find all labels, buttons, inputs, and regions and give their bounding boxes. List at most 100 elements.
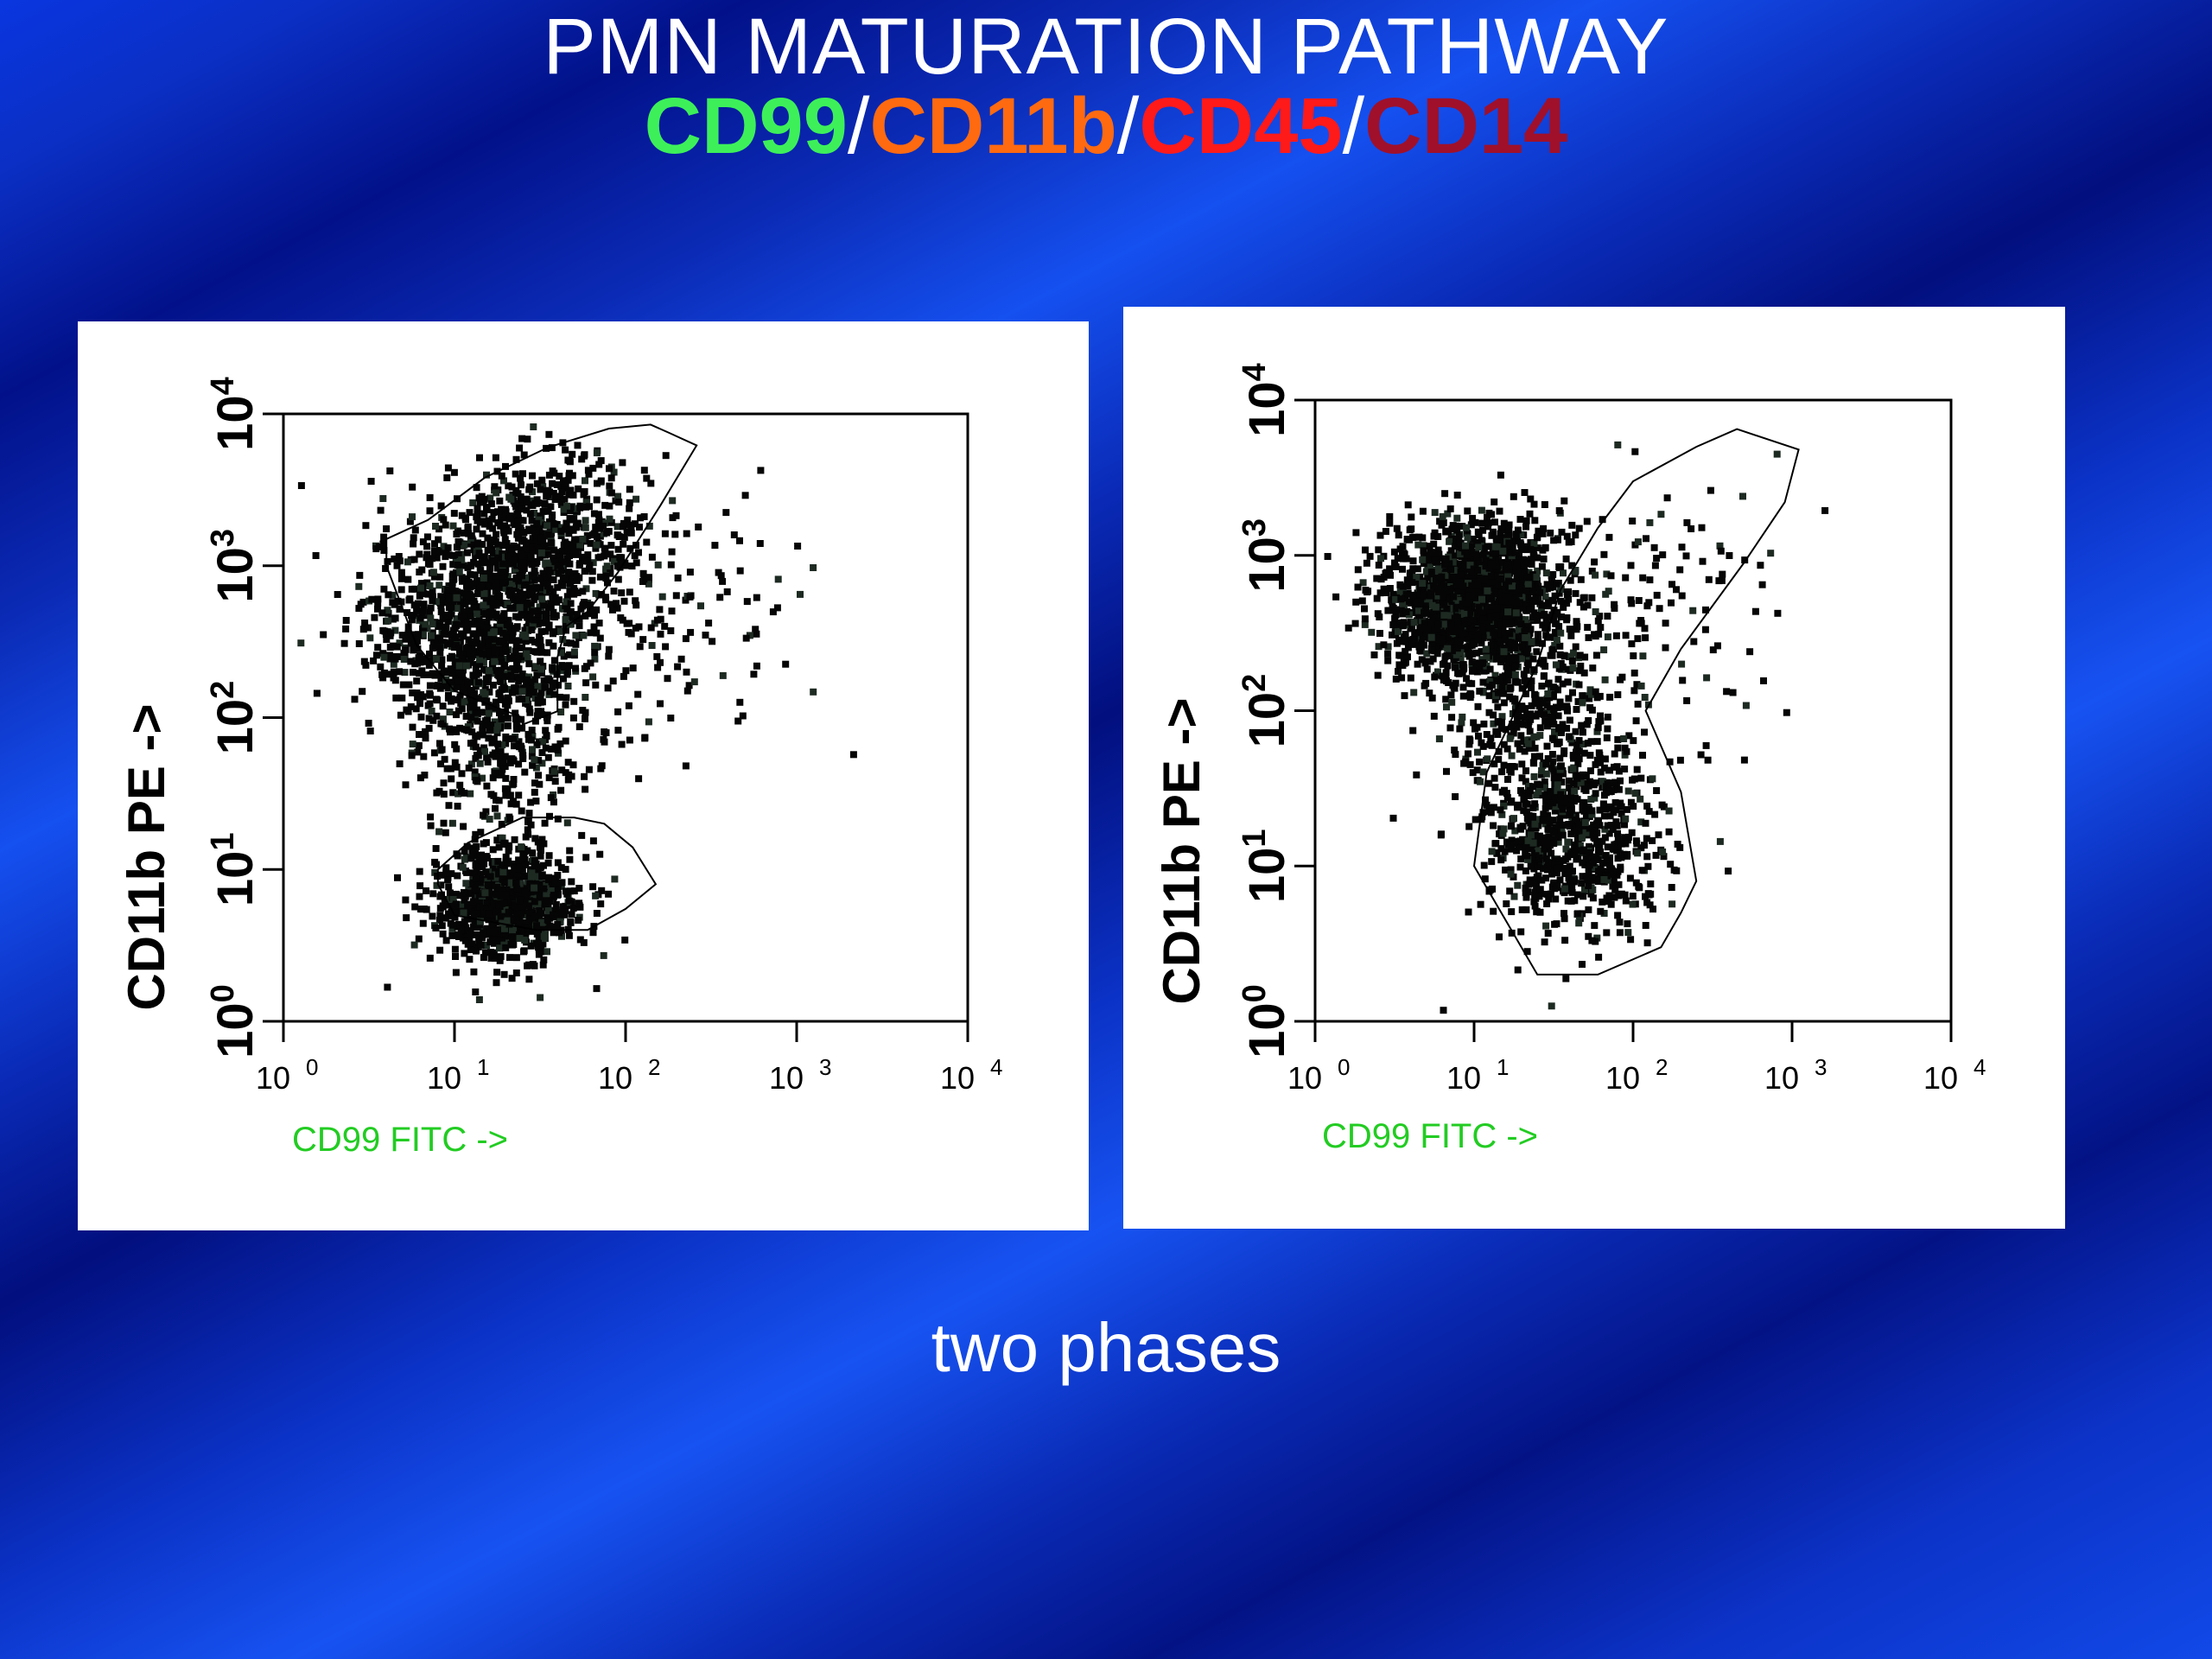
data-point [496, 927, 504, 935]
data-point [586, 503, 593, 511]
data-point [607, 474, 615, 482]
data-point [1477, 607, 1484, 615]
data-point [454, 561, 461, 569]
data-point [518, 903, 525, 911]
data-point [1504, 645, 1512, 652]
data-point [1441, 490, 1449, 498]
data-point [508, 755, 516, 763]
data-point [1402, 555, 1410, 563]
data-point [397, 711, 404, 719]
data-point [440, 630, 448, 638]
data-point [519, 852, 527, 860]
data-point [1552, 620, 1560, 627]
data-point [531, 717, 539, 725]
data-point [416, 569, 423, 575]
data-point [500, 610, 508, 618]
data-point [467, 613, 474, 620]
data-point [453, 605, 461, 613]
data-point [709, 638, 716, 645]
data-point [1397, 595, 1405, 603]
data-point [518, 695, 526, 702]
data-point [598, 887, 606, 894]
data-point [1415, 642, 1423, 650]
data-point [483, 906, 491, 913]
x-tick-label: 10 4 [940, 1054, 1003, 1096]
data-point [1442, 669, 1450, 677]
data-point [448, 925, 456, 932]
data-point [1529, 613, 1537, 621]
data-point [1525, 569, 1533, 576]
data-point [493, 891, 500, 899]
data-point [575, 723, 583, 731]
data-point [476, 899, 484, 906]
data-point [423, 543, 431, 550]
data-point [1491, 572, 1499, 580]
data-point [464, 907, 472, 915]
data-point [384, 607, 391, 614]
data-point [476, 877, 483, 885]
data-point [603, 529, 611, 537]
y-tick-exponent: 2 [205, 681, 241, 699]
data-point [425, 724, 433, 732]
data-point [512, 625, 519, 632]
data-point [493, 884, 501, 891]
data-point [396, 639, 404, 647]
data-point [486, 540, 494, 548]
data-point [629, 664, 637, 672]
data-point [560, 541, 568, 549]
data-point [498, 666, 505, 674]
data-point [1507, 639, 1515, 646]
data-point [1432, 603, 1440, 611]
data-point [562, 602, 569, 610]
data-point [557, 879, 565, 887]
data-point [520, 948, 527, 956]
data-point [575, 485, 582, 493]
data-point [1543, 633, 1551, 641]
data-point [518, 481, 524, 489]
data-point [1562, 555, 1570, 563]
data-point [480, 689, 487, 696]
data-point [589, 837, 597, 845]
data-point [435, 828, 443, 836]
data-point [469, 879, 477, 887]
data-point [485, 734, 493, 742]
data-point [1384, 643, 1392, 651]
data-point [664, 675, 671, 683]
data-point [593, 910, 601, 917]
data-point [1529, 551, 1537, 559]
data-point [390, 660, 397, 668]
data-point [1560, 569, 1567, 577]
data-point [614, 727, 622, 734]
data-point [436, 649, 444, 657]
subtitle-marker-cd45: CD45 [1139, 82, 1343, 170]
data-point [1389, 621, 1397, 629]
data-point [359, 688, 366, 696]
data-point [421, 772, 429, 779]
data-point [564, 683, 572, 690]
data-point [553, 481, 561, 488]
data-point [467, 855, 475, 862]
data-point [463, 549, 471, 556]
data-point [711, 542, 719, 550]
data-point [1475, 543, 1483, 551]
data-point [645, 522, 653, 530]
data-point [464, 623, 472, 631]
data-point [448, 579, 456, 587]
data-point [429, 597, 436, 605]
data-point [1434, 592, 1442, 600]
data-point [486, 636, 493, 644]
data-point [1463, 529, 1471, 537]
data-point [476, 903, 484, 911]
data-point [1399, 622, 1407, 630]
data-point [639, 569, 647, 577]
data-point [1489, 655, 1497, 663]
data-point [474, 852, 480, 860]
data-point [511, 499, 518, 507]
data-point [1395, 531, 1402, 539]
data-point [750, 671, 758, 678]
data-point [532, 663, 540, 671]
data-point [379, 650, 387, 658]
data-point [525, 660, 533, 668]
data-point [531, 779, 538, 787]
